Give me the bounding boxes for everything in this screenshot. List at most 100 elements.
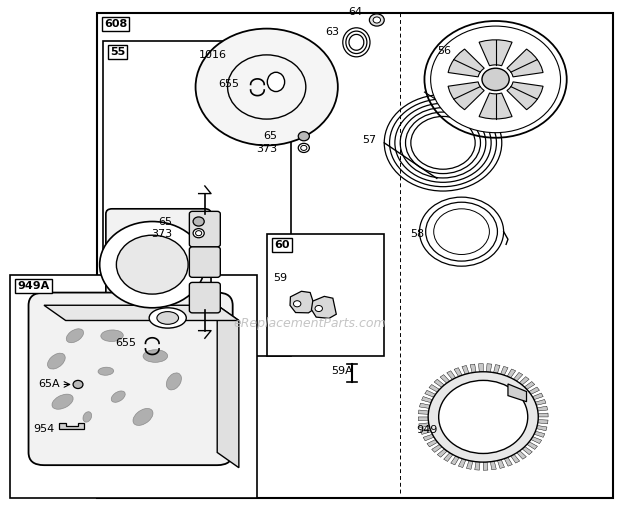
- Ellipse shape: [52, 394, 73, 409]
- Polygon shape: [418, 410, 428, 414]
- Text: 56: 56: [437, 46, 451, 56]
- Polygon shape: [217, 305, 239, 468]
- Text: 65A: 65A: [38, 379, 60, 389]
- Polygon shape: [507, 49, 543, 77]
- Ellipse shape: [98, 367, 113, 375]
- Ellipse shape: [133, 408, 153, 426]
- Polygon shape: [444, 453, 453, 462]
- Polygon shape: [447, 371, 456, 380]
- Polygon shape: [494, 364, 500, 373]
- Ellipse shape: [143, 350, 167, 362]
- Text: 1016: 1016: [198, 50, 227, 60]
- Circle shape: [293, 301, 301, 307]
- Polygon shape: [44, 305, 239, 321]
- Text: 65: 65: [264, 131, 277, 141]
- Polygon shape: [537, 406, 547, 411]
- Text: 59A: 59A: [332, 366, 353, 376]
- Ellipse shape: [83, 412, 92, 422]
- Circle shape: [195, 29, 338, 146]
- Circle shape: [228, 55, 306, 119]
- Circle shape: [431, 26, 560, 133]
- Polygon shape: [462, 365, 469, 374]
- Circle shape: [195, 231, 202, 236]
- Ellipse shape: [48, 353, 65, 369]
- Text: 64: 64: [348, 7, 363, 17]
- Polygon shape: [534, 431, 545, 437]
- Circle shape: [301, 146, 307, 151]
- Polygon shape: [525, 382, 534, 389]
- Polygon shape: [434, 379, 445, 387]
- Polygon shape: [475, 462, 480, 470]
- Polygon shape: [311, 296, 336, 318]
- Polygon shape: [419, 403, 430, 408]
- Text: 55: 55: [110, 47, 125, 58]
- Polygon shape: [470, 364, 476, 373]
- Polygon shape: [437, 449, 447, 457]
- Ellipse shape: [111, 391, 125, 402]
- Polygon shape: [516, 450, 526, 459]
- Ellipse shape: [157, 312, 179, 324]
- Ellipse shape: [267, 72, 285, 92]
- Text: 655: 655: [218, 79, 239, 90]
- Circle shape: [298, 144, 309, 153]
- Text: 949: 949: [417, 425, 438, 435]
- Polygon shape: [429, 384, 440, 392]
- Polygon shape: [440, 375, 450, 383]
- Bar: [267, 234, 384, 356]
- Text: 63: 63: [326, 27, 340, 37]
- Polygon shape: [538, 419, 548, 424]
- Polygon shape: [427, 440, 438, 447]
- FancyBboxPatch shape: [106, 209, 211, 321]
- Polygon shape: [531, 437, 542, 443]
- Polygon shape: [529, 387, 539, 394]
- Polygon shape: [448, 49, 484, 77]
- Text: 59: 59: [273, 273, 287, 284]
- Polygon shape: [483, 462, 488, 470]
- Circle shape: [117, 235, 188, 294]
- Text: 608: 608: [104, 19, 127, 30]
- Polygon shape: [527, 442, 538, 449]
- Polygon shape: [423, 434, 434, 441]
- Text: 65: 65: [159, 216, 172, 227]
- Circle shape: [425, 21, 567, 138]
- FancyBboxPatch shape: [189, 211, 220, 247]
- Polygon shape: [538, 413, 548, 417]
- Circle shape: [100, 221, 205, 308]
- Ellipse shape: [149, 308, 186, 328]
- Polygon shape: [479, 93, 512, 119]
- Circle shape: [193, 217, 204, 226]
- FancyBboxPatch shape: [189, 247, 220, 277]
- Polygon shape: [497, 460, 505, 468]
- Ellipse shape: [66, 329, 84, 343]
- Polygon shape: [504, 457, 512, 466]
- Polygon shape: [60, 423, 84, 429]
- Polygon shape: [511, 455, 520, 463]
- Polygon shape: [422, 397, 432, 403]
- Bar: [10, 275, 257, 498]
- Polygon shape: [479, 40, 512, 66]
- Polygon shape: [500, 366, 508, 375]
- Ellipse shape: [166, 373, 182, 390]
- Polygon shape: [535, 400, 546, 405]
- Polygon shape: [425, 390, 435, 397]
- Text: 954: 954: [33, 423, 55, 434]
- Polygon shape: [507, 82, 543, 110]
- Ellipse shape: [101, 330, 123, 342]
- Polygon shape: [519, 377, 529, 385]
- Text: 57: 57: [363, 135, 377, 145]
- Polygon shape: [522, 446, 533, 455]
- Text: 58: 58: [410, 229, 425, 239]
- Polygon shape: [458, 459, 466, 468]
- FancyBboxPatch shape: [189, 282, 220, 313]
- Polygon shape: [507, 369, 516, 378]
- Polygon shape: [533, 393, 543, 400]
- Polygon shape: [466, 461, 473, 469]
- Polygon shape: [479, 363, 483, 372]
- Circle shape: [193, 229, 204, 238]
- Bar: [97, 13, 613, 498]
- Circle shape: [482, 68, 509, 91]
- Polygon shape: [432, 444, 442, 453]
- Circle shape: [298, 132, 309, 141]
- Text: 373: 373: [151, 229, 172, 239]
- Circle shape: [73, 380, 83, 388]
